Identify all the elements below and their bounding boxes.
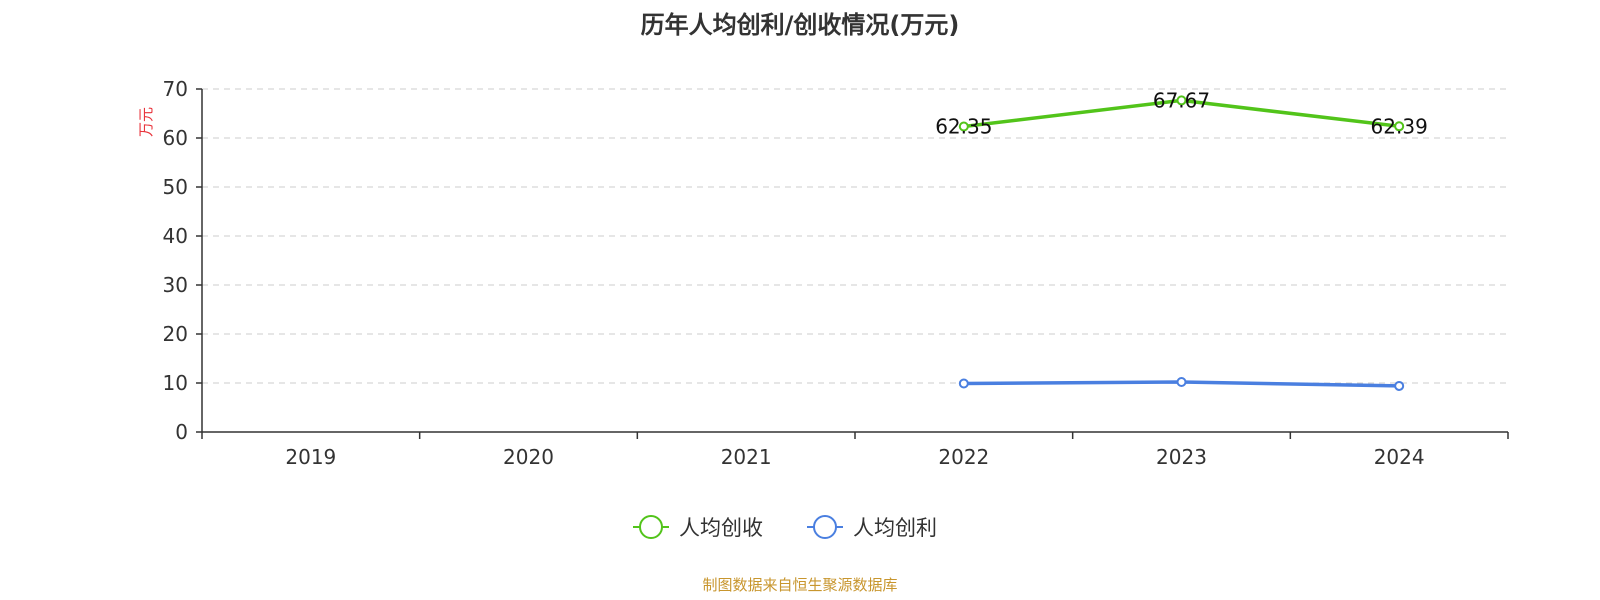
x-tick-label: 2022 — [938, 445, 989, 469]
y-tick-label: 60 — [163, 126, 188, 150]
y-tick-label: 0 — [175, 420, 188, 444]
x-tick-label: 2019 — [285, 445, 336, 469]
y-tick-label: 10 — [163, 371, 188, 395]
grid-lines — [202, 88, 1508, 384]
x-tick-label: 2020 — [503, 445, 554, 469]
legend-item[interactable]: 人均创收 — [633, 515, 763, 540]
y-axis-label: 万元 — [137, 107, 155, 137]
legend-marker-icon — [813, 515, 837, 539]
data-label: 62.39 — [1371, 114, 1428, 138]
legend[interactable]: 人均创收 人均创利 — [633, 515, 937, 540]
data-label: 62.35 — [935, 114, 992, 138]
x-tick-label: 2024 — [1374, 445, 1425, 469]
series-lines — [958, 95, 1405, 391]
y-tick-label: 70 — [163, 77, 188, 101]
chart-title: 历年人均创利/创收情况(万元) — [641, 11, 960, 39]
data-labels: 62.35 67.67 62.39 — [935, 88, 1428, 138]
data-label: 67.67 — [1153, 88, 1210, 112]
x-tick-label: 2021 — [721, 445, 772, 469]
source-note: 制图数据来自恒生聚源数据库 — [702, 576, 897, 594]
data-point — [958, 378, 969, 389]
data-point — [1176, 377, 1187, 388]
legend-label: 人均创收 — [679, 516, 763, 540]
data-point — [1394, 380, 1405, 391]
axes: 0 10 20 30 40 50 60 70 2019 2020 2021 2022 2023 2024 — [163, 77, 1509, 469]
legend-marker-icon — [639, 515, 663, 539]
data-point — [958, 121, 969, 132]
y-tick-label: 20 — [163, 322, 188, 346]
y-tick-label: 30 — [163, 273, 188, 297]
legend-item[interactable]: 人均创利 — [807, 515, 937, 540]
y-tick-label: 50 — [163, 175, 188, 199]
data-point — [1394, 121, 1405, 132]
data-point — [1176, 95, 1187, 106]
x-tick-label: 2023 — [1156, 445, 1207, 469]
legend-label: 人均创利 — [853, 516, 937, 540]
y-tick-label: 40 — [163, 224, 188, 248]
